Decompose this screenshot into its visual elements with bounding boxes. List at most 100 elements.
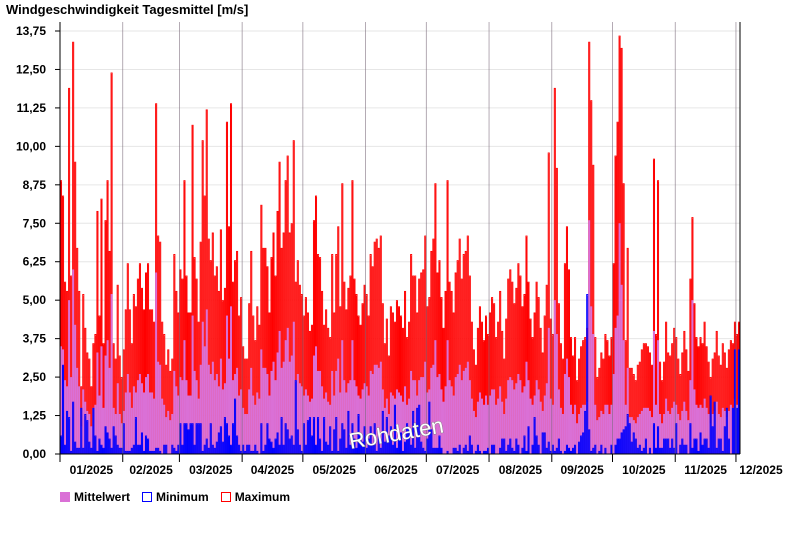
mean-bar: [213, 380, 216, 454]
mean-bar: [436, 377, 439, 454]
mean-bar: [624, 404, 627, 454]
mean-bar: [187, 395, 190, 454]
mean-bar: [248, 389, 251, 454]
mean-bar: [460, 380, 463, 454]
mean-bar: [355, 386, 358, 454]
mean-bar: [331, 370, 334, 454]
mean-bar: [717, 414, 720, 454]
mean-bar: [527, 380, 530, 454]
mean-bar: [96, 352, 99, 454]
mean-bar: [632, 420, 635, 454]
mean-bar: [116, 383, 119, 454]
mean-bar: [280, 367, 283, 454]
mean-bar: [140, 383, 143, 454]
mean-bar: [592, 334, 595, 454]
legend-item-min: Minimum: [142, 490, 209, 504]
mean-bar: [72, 269, 75, 454]
mean-bar: [227, 358, 230, 454]
mean-bar: [523, 386, 526, 454]
mean-bar: [325, 392, 328, 454]
mean-bar: [272, 361, 275, 454]
mean-bar: [470, 398, 473, 454]
mean-bar: [98, 395, 101, 454]
mean-bar: [138, 374, 141, 454]
x-tick-label: 08/2025: [499, 463, 543, 477]
mean-bar: [640, 410, 643, 454]
mean-bar: [574, 404, 577, 454]
mean-bar: [298, 383, 301, 454]
mean-bar: [715, 401, 718, 454]
mean-bar: [539, 401, 542, 454]
mean-bar: [422, 377, 425, 454]
x-tick-label: 12/2025: [739, 463, 783, 477]
x-tick-label: 03/2025: [189, 463, 233, 477]
mean-bar: [596, 420, 599, 454]
mean-bar: [406, 404, 409, 454]
mean-bar: [397, 392, 400, 454]
mean-bar: [685, 410, 688, 454]
mean-bar: [636, 417, 639, 454]
mean-bar: [92, 407, 95, 454]
mean-bar: [94, 404, 97, 454]
mean-bar: [151, 392, 154, 454]
mean-bar: [240, 389, 243, 454]
mean-bar: [458, 364, 461, 454]
mean-bar: [167, 410, 170, 454]
mean-bar: [179, 377, 182, 454]
y-tick-label: 8,75: [23, 178, 47, 192]
mean-bar: [294, 380, 297, 454]
y-tick-label: 5,00: [23, 293, 47, 307]
mean-bar: [683, 401, 686, 454]
mean-bar: [626, 367, 629, 454]
mean-bar: [418, 380, 421, 454]
mean-bar: [337, 358, 340, 454]
mean-bar: [60, 346, 63, 454]
mean-bar: [669, 414, 672, 454]
legend-swatch-mean: [60, 492, 70, 502]
mean-bar: [250, 367, 253, 454]
y-tick-label: 13,75: [16, 24, 46, 38]
mean-bar: [175, 386, 178, 454]
mean-bar: [454, 377, 457, 454]
mean-bar: [652, 330, 655, 454]
mean-bar: [687, 420, 690, 454]
mean-bar: [304, 389, 307, 454]
mean-bar: [582, 404, 585, 454]
mean-bar: [367, 395, 370, 454]
mean-bar: [557, 389, 560, 454]
mean-bar: [114, 414, 117, 454]
mean-bar: [323, 398, 326, 454]
mean-bar: [363, 383, 366, 454]
mean-bar: [300, 386, 303, 454]
mean-bar: [80, 426, 83, 454]
mean-bar: [266, 374, 269, 454]
mean-bar: [68, 300, 71, 454]
mean-bar: [203, 346, 206, 454]
mean-bar: [244, 414, 247, 454]
mean-bar: [383, 407, 386, 454]
mean-bar: [288, 361, 291, 454]
mean-bar: [155, 272, 158, 454]
mean-bar: [517, 374, 520, 454]
y-tick-label: 6,25: [23, 255, 47, 269]
mean-bar: [602, 414, 605, 454]
mean-bar: [375, 364, 378, 454]
mean-bar: [282, 361, 285, 454]
mean-bar: [709, 423, 712, 454]
mean-bar: [377, 367, 380, 454]
mean-bar: [646, 407, 649, 454]
mean-bar: [450, 386, 453, 454]
mean-bar: [219, 358, 222, 454]
mean-bar: [513, 389, 516, 454]
legend-swatch-max: [220, 492, 231, 502]
mean-bar: [349, 380, 352, 454]
mean-bar: [292, 321, 295, 454]
mean-bar: [434, 340, 437, 454]
mean-bar: [729, 404, 732, 454]
mean-bar: [389, 392, 392, 454]
mean-bar: [130, 407, 133, 454]
mean-bar: [207, 364, 210, 454]
mean-bar: [211, 361, 214, 454]
mean-bar: [343, 380, 346, 454]
mean-bar: [201, 321, 204, 454]
